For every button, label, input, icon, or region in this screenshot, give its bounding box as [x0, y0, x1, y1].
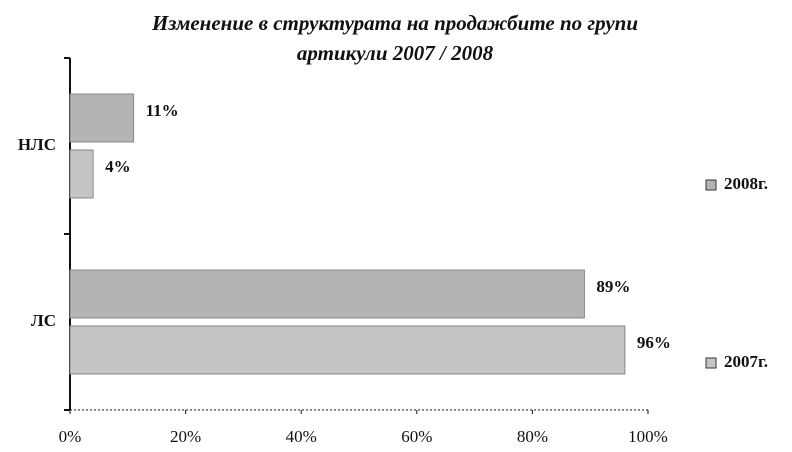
- legend-label: 2007г.: [724, 352, 768, 371]
- value-label: 89%: [596, 277, 630, 296]
- value-label: 4%: [105, 157, 130, 176]
- bar: [69, 93, 135, 143]
- x-tick-label: 40%: [286, 427, 317, 446]
- bar: [69, 269, 585, 319]
- legend-label: 2008г.: [724, 174, 768, 193]
- y-tick-label: НЛС: [18, 135, 56, 154]
- legend-swatch: [705, 357, 717, 369]
- x-tick-label: 80%: [517, 427, 548, 446]
- chart-title: Изменение в структурата на продажбите по…: [151, 11, 638, 35]
- y-tick-label: ЛС: [31, 311, 56, 330]
- value-label: 96%: [637, 333, 671, 352]
- value-label: 11%: [146, 101, 179, 120]
- bar: [69, 325, 626, 375]
- legend-swatch: [705, 179, 717, 191]
- x-tick-label: 60%: [401, 427, 432, 446]
- chart-title: артикули 2007 / 2008: [297, 41, 494, 65]
- bar: [69, 149, 94, 199]
- x-tick-label: 100%: [628, 427, 668, 446]
- x-tick-label: 0%: [59, 427, 82, 446]
- x-tick-label: 20%: [170, 427, 201, 446]
